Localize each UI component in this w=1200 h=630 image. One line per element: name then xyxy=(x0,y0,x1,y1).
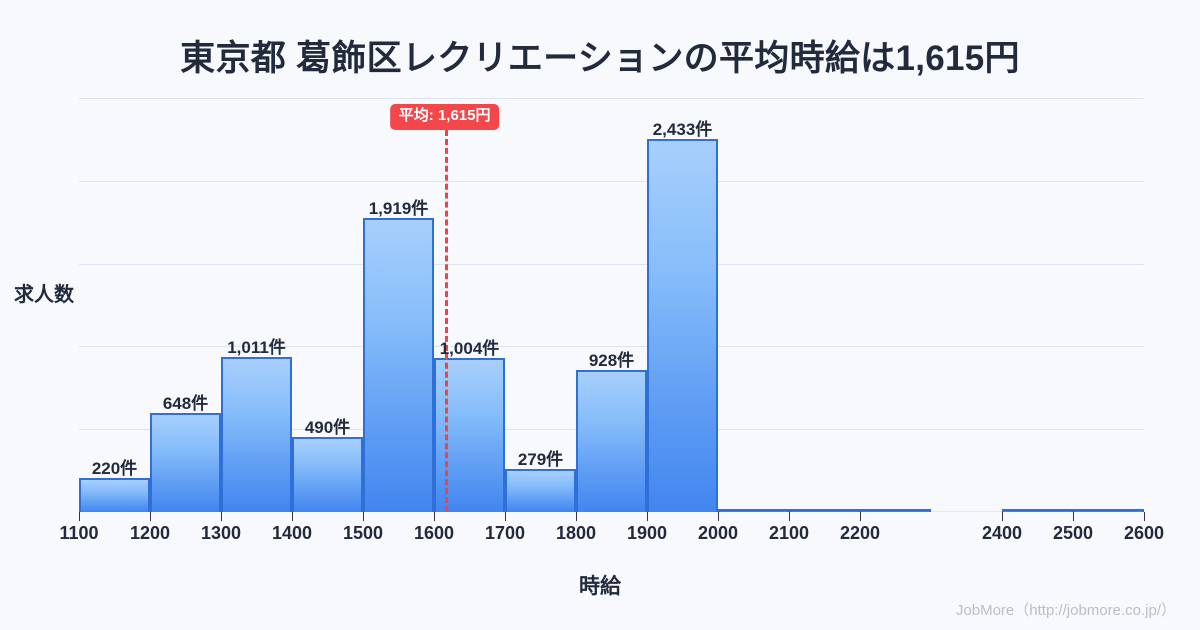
y-axis-title: 求人数 xyxy=(14,284,74,306)
bar[interactable] xyxy=(647,138,718,512)
x-axis-tick xyxy=(505,512,506,521)
x-axis-tick-label: 1600 xyxy=(413,523,455,543)
x-axis-tick-label: 1300 xyxy=(200,523,242,543)
bar[interactable] xyxy=(1002,509,1073,512)
x-axis-tick-label: 2500 xyxy=(1052,523,1094,543)
bar[interactable] xyxy=(576,369,647,512)
x-axis-tick-label: 1900 xyxy=(626,523,668,543)
bar[interactable] xyxy=(363,217,434,512)
x-axis-tick xyxy=(647,512,648,521)
bar[interactable] xyxy=(150,412,221,512)
x-axis-tick-label: 1500 xyxy=(342,523,384,543)
x-axis-tick xyxy=(576,512,577,521)
page-title: 東京都 葛飾区レクリエーションの平均時給は1,615円 xyxy=(180,39,1020,78)
x-axis-tick xyxy=(363,512,364,521)
bar-value-label: 1,004件 xyxy=(439,339,500,359)
gridline xyxy=(79,98,1144,99)
x-axis-tick xyxy=(1002,512,1003,521)
x-axis-tick xyxy=(860,512,861,521)
bar-value-label: 220件 xyxy=(91,459,138,479)
average-badge: 平均: 1,615円 xyxy=(389,104,500,130)
bar[interactable] xyxy=(221,356,292,512)
x-axis-tick-label: 1200 xyxy=(129,523,171,543)
x-axis-tick xyxy=(1073,512,1074,521)
bar[interactable] xyxy=(292,436,363,512)
average-line xyxy=(444,130,448,512)
plot-area xyxy=(79,98,1144,512)
x-axis-tick-label: 2600 xyxy=(1123,523,1165,543)
x-axis-tick-label: 1800 xyxy=(555,523,597,543)
gridline xyxy=(79,346,1144,348)
x-axis-tick xyxy=(1144,512,1145,521)
bar-value-label: 1,011件 xyxy=(227,337,286,357)
x-axis-tick xyxy=(789,512,790,521)
x-axis-tick-label: 2100 xyxy=(768,523,810,543)
gridline xyxy=(79,180,1144,182)
bar-value-label: 1,919件 xyxy=(368,198,429,218)
x-axis-tick-label: 1700 xyxy=(484,523,526,543)
x-axis-tick-label: 1400 xyxy=(271,523,313,543)
x-axis-tick xyxy=(150,512,151,521)
bar-value-label: 2,433件 xyxy=(652,119,713,139)
footer-credit: JobMore（http://jobmore.co.jp/） xyxy=(955,602,1176,619)
x-axis-tick xyxy=(292,512,293,521)
bar-value-label: 928件 xyxy=(588,350,635,370)
x-axis-tick xyxy=(434,512,435,521)
bar-value-label: 279件 xyxy=(517,450,564,470)
x-axis-tick xyxy=(79,512,80,521)
bar-value-label: 490件 xyxy=(304,417,351,437)
x-axis-tick-label: 2200 xyxy=(839,523,881,543)
x-axis-tick-label: 1100 xyxy=(59,523,99,543)
x-axis-title: 時給 xyxy=(579,575,621,598)
x-axis-tick-label: 2400 xyxy=(981,523,1023,543)
bar[interactable] xyxy=(505,469,576,512)
x-axis-tick xyxy=(718,512,719,521)
bar[interactable] xyxy=(1073,509,1144,512)
x-axis-tick xyxy=(221,512,222,521)
bar[interactable] xyxy=(79,478,150,512)
bar[interactable] xyxy=(718,509,789,512)
gridline xyxy=(79,263,1144,265)
x-axis-tick-label: 2000 xyxy=(697,523,739,543)
bar-value-label: 648件 xyxy=(162,393,209,413)
bar[interactable] xyxy=(860,509,931,512)
bar[interactable] xyxy=(789,509,860,512)
